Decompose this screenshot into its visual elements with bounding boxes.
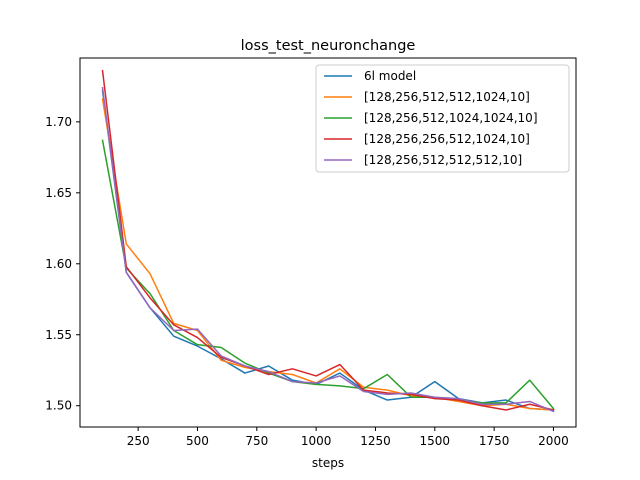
- series-line-5: [101, 86, 555, 413]
- legend-box: [315, 64, 570, 173]
- y-tick-label: 1.65: [45, 186, 72, 200]
- y-ticks: 1.50 1.55 1.60 1.65 1.70: [45, 115, 80, 413]
- y-tick-label: 1.55: [45, 328, 72, 342]
- x-tick-label: 2000: [538, 434, 569, 448]
- legend-label-2: [128,256,512,512,1024,10]: [364, 90, 530, 104]
- y-tick-label: 1.60: [45, 257, 72, 271]
- series-line-4: [101, 69, 555, 411]
- plot-frame: [79, 57, 577, 428]
- x-tick-label: 1750: [479, 434, 510, 448]
- x-tick-label: 1500: [420, 434, 451, 448]
- legend: 6l model [128,256,512,512,1024,10] [128,25…: [315, 64, 570, 173]
- x-tick-label: 1000: [301, 434, 332, 448]
- legend-label-3: [128,256,512,1024,1024,10]: [364, 111, 538, 125]
- x-tick-label: 500: [186, 434, 209, 448]
- legend-label-1: 6l model: [364, 69, 416, 83]
- x-tick-label: 750: [245, 434, 268, 448]
- legend-label-4: [128,256,256,512,1024,10]: [364, 132, 530, 146]
- x-ticks: 250 500 750 1000 1250 1500 1750 2000: [127, 427, 569, 448]
- y-tick-label: 1.70: [45, 115, 72, 129]
- x-tick-label: 1250: [360, 434, 391, 448]
- x-axis-label: steps: [312, 456, 344, 470]
- x-tick-label: 250: [127, 434, 150, 448]
- series-layer: [101, 69, 555, 413]
- series-line-3: [101, 139, 555, 410]
- chart-title: loss_test_neuronchange: [241, 38, 416, 54]
- y-tick-label: 1.50: [45, 399, 72, 413]
- legend-label-5: [128,256,512,512,512,10]: [364, 153, 522, 167]
